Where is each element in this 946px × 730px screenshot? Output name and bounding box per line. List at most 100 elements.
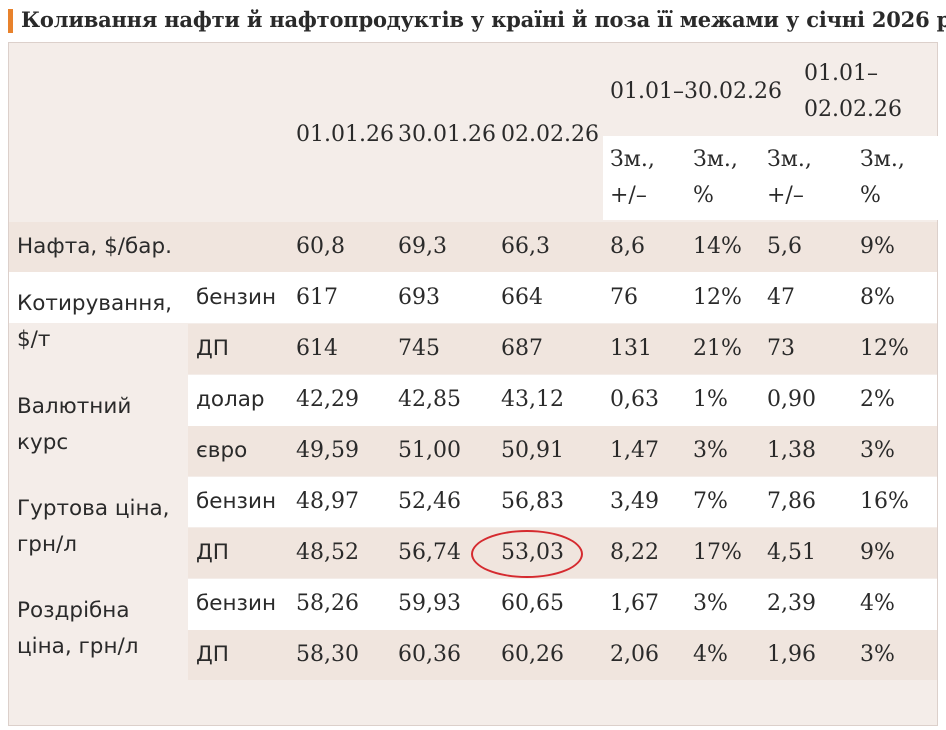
header-pct-change-1-line1: Зм., [693, 147, 738, 172]
header-date-1: 01.01.26 [296, 122, 394, 147]
table-cell: 664 [501, 285, 543, 310]
table-cell: 60,65 [501, 591, 564, 616]
table-cell: 2% [860, 387, 895, 412]
table-cell: 1% [693, 387, 728, 412]
table-cell: 3% [693, 438, 728, 463]
header-date-2: 30.01.26 [398, 122, 496, 147]
table-cell: 42,85 [398, 387, 461, 412]
table-cell: 9% [860, 234, 895, 259]
header-pct-change-2-line2: % [860, 183, 881, 208]
table-cell: 59,93 [398, 591, 461, 616]
row-sublabel: ДП [196, 642, 229, 667]
table-cell: 49,59 [296, 438, 359, 463]
group-label-quotes-line2: $/т [17, 327, 51, 352]
table-cell: 3% [860, 642, 895, 667]
header-pct-change-2-line1: Зм., [860, 147, 905, 172]
table-cell: 687 [501, 336, 543, 361]
table-cell: 4% [860, 591, 895, 616]
table-cell: 58,26 [296, 591, 359, 616]
table-cell: 17% [693, 540, 742, 565]
table-cell: 1,96 [767, 642, 816, 667]
table-cell: 745 [398, 336, 440, 361]
table-cell: 43,12 [501, 387, 564, 412]
table-cell: 73 [767, 336, 795, 361]
group-label-oil: Нафта, $/бар. [17, 234, 172, 259]
table-cell: 1,67 [610, 591, 659, 616]
title-bar: Коливання нафти й нафтопродуктів у країн… [8, 6, 946, 36]
table-cell: 56,83 [501, 489, 564, 514]
table-cell: 9% [860, 540, 895, 565]
table-cell: 60,36 [398, 642, 461, 667]
table-cell: 0,90 [767, 387, 816, 412]
row-sublabel: бензин [196, 591, 277, 616]
highlight-circle [471, 530, 583, 578]
table-cell: 3% [693, 591, 728, 616]
table-cell: 8,22 [610, 540, 659, 565]
group-label-retail-line2: ціна, грн/л [17, 634, 139, 659]
header-period-2-line2: 02.02.26 [804, 97, 902, 122]
table-cell: 4,51 [767, 540, 816, 565]
table-cell: 5,6 [767, 234, 802, 259]
table-cell: 7,86 [767, 489, 816, 514]
table-cell: 47 [767, 285, 795, 310]
table-cell: 693 [398, 285, 440, 310]
row-bg-fx-usd [188, 375, 937, 426]
table-cell: 2,39 [767, 591, 816, 616]
row-bg-quotes-diesel [188, 324, 937, 374]
table-cell: 2,06 [610, 642, 659, 667]
group-label-fx-line2: курс [17, 430, 69, 455]
table-cell: 614 [296, 336, 338, 361]
header-pct-change-1-line2: % [693, 183, 714, 208]
table-cell: 48,52 [296, 540, 359, 565]
table-cell: 4% [693, 642, 728, 667]
row-sublabel: бензин [196, 489, 277, 514]
group-label-wholesale-line1: Гуртова ціна, [17, 496, 170, 521]
table-cell: 131 [610, 336, 652, 361]
group-label-fx-line1: Валютний [17, 394, 132, 419]
table-cell: 12% [860, 336, 909, 361]
table-cell: 66,3 [501, 234, 550, 259]
table-cell: 60,26 [501, 642, 564, 667]
row-bg-retail-gasoline [188, 579, 937, 630]
header-date-3: 02.02.26 [501, 122, 599, 147]
table-cell: 50,91 [501, 438, 564, 463]
table-cell: 76 [610, 285, 638, 310]
table-cell: 42,29 [296, 387, 359, 412]
title-accent-bar [8, 9, 13, 33]
table-cell: 12% [693, 285, 742, 310]
table-cell: 16% [860, 489, 909, 514]
table-cell: 58,30 [296, 642, 359, 667]
row-bg-wholesale-gasoline [188, 477, 937, 527]
table-title: Коливання нафти й нафтопродуктів у країн… [21, 7, 946, 32]
row-bg-quotes-gasoline [9, 272, 937, 323]
table-cell: 0,63 [610, 387, 659, 412]
table-cell: 8% [860, 285, 895, 310]
row-sublabel: ДП [196, 336, 229, 361]
table-cell: 617 [296, 285, 338, 310]
table-cell: 1,38 [767, 438, 816, 463]
row-bg-oil [9, 222, 937, 272]
table-cell: 52,46 [398, 489, 461, 514]
header-subcell-bg [603, 136, 938, 220]
table-cell: 8,6 [610, 234, 645, 259]
group-label-wholesale-line2: грн/л [17, 532, 77, 557]
table-cell: 21% [693, 336, 742, 361]
row-sublabel: бензин [196, 285, 277, 310]
table-cell: 69,3 [398, 234, 447, 259]
header-abs-change-2-line1: Зм., [767, 147, 812, 172]
table-cell: 56,74 [398, 540, 461, 565]
row-bg-retail-diesel [188, 630, 937, 680]
group-label-retail-line1: Роздрібна [17, 598, 130, 623]
header-abs-change-1-line1: Зм., [610, 147, 655, 172]
row-bg-fx-eur [188, 426, 937, 476]
table-cell: 3,49 [610, 489, 659, 514]
table-cell: 3% [860, 438, 895, 463]
header-period-1: 01.01–30.02.26 [610, 79, 782, 104]
group-label-quotes-line1: Котирування, [17, 291, 173, 316]
table-cell: 7% [693, 489, 728, 514]
row-sublabel: ДП [196, 540, 229, 565]
table-cell: 14% [693, 234, 742, 259]
header-abs-change-2-line2: +/– [767, 183, 804, 208]
header-period-2-line1: 01.01– [804, 61, 878, 86]
row-sublabel: євро [196, 438, 248, 463]
